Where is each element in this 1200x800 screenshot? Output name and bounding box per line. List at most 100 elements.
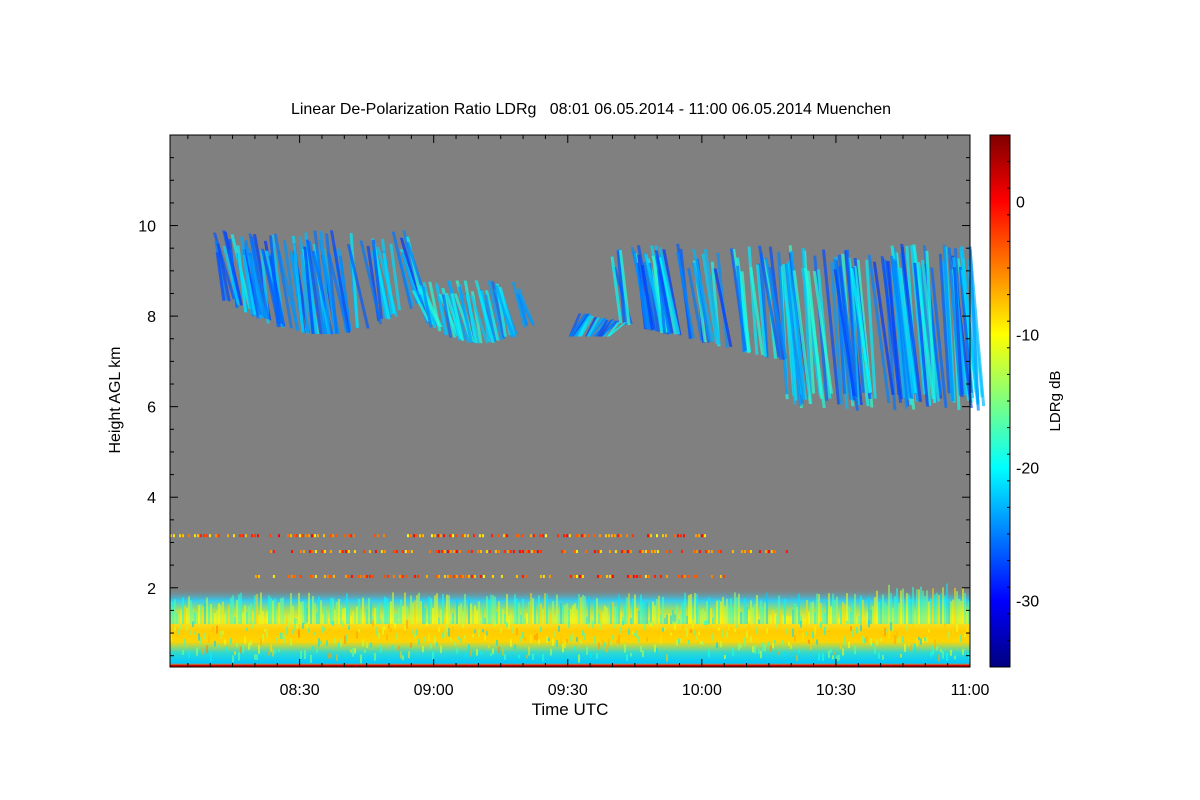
x-tick-label: 08:30 — [280, 682, 320, 699]
boundary-layer-column — [492, 595, 494, 624]
boundary-layer-column — [810, 602, 812, 624]
x-tick-label: 09:30 — [548, 682, 588, 699]
aerosol-dot — [473, 574, 476, 578]
boundary-layer-speckle — [254, 654, 256, 660]
boundary-layer-speckle — [744, 637, 746, 647]
boundary-layer-column — [838, 618, 840, 624]
boundary-layer-speckle — [778, 651, 780, 655]
boundary-layer-speckle — [868, 619, 870, 628]
aerosol-dot — [395, 550, 398, 554]
boundary-layer-column — [726, 598, 728, 624]
boundary-layer-column — [830, 606, 832, 624]
boundary-layer-column — [514, 594, 516, 624]
boundary-layer-column — [546, 593, 548, 624]
boundary-layer-speckle — [406, 619, 408, 629]
boundary-layer-speckle — [572, 633, 574, 642]
cirrus-streak — [749, 267, 765, 356]
boundary-layer-speckle — [200, 637, 202, 645]
boundary-layer-speckle — [724, 655, 726, 659]
boundary-layer-column — [848, 606, 850, 624]
boundary-layer-speckle — [358, 628, 360, 633]
aerosol-dot — [407, 550, 410, 554]
boundary-layer-column — [208, 606, 210, 624]
aerosol-dot — [479, 550, 482, 554]
boundary-layer-column — [500, 608, 502, 624]
boundary-layer-speckle — [486, 631, 488, 636]
boundary-layer-speckle — [512, 626, 514, 634]
boundary-layer-column — [476, 610, 478, 624]
boundary-layer-column — [900, 590, 902, 624]
aerosol-dot — [416, 574, 419, 578]
boundary-layer-speckle — [436, 642, 438, 647]
boundary-layer-speckle — [594, 635, 596, 645]
cirrus-streak — [896, 267, 915, 395]
boundary-layer-column — [812, 601, 814, 624]
boundary-layer-speckle — [230, 638, 232, 645]
aerosol-dot — [332, 574, 335, 578]
boundary-layer-speckle — [820, 622, 822, 629]
aerosol-dot — [605, 574, 608, 578]
aerosol-dot — [464, 534, 466, 538]
cirrus-streak — [319, 230, 331, 334]
boundary-layer-speckle — [336, 654, 338, 661]
boundary-layer-speckle — [226, 646, 228, 652]
cirrus-streak — [381, 238, 394, 315]
boundary-layer-column — [924, 595, 926, 624]
boundary-layer-column — [550, 613, 552, 624]
boundary-layer-speckle — [312, 646, 314, 651]
boundary-layer-speckle — [364, 649, 366, 654]
aerosol-dot — [665, 550, 668, 554]
boundary-layer-speckle — [228, 630, 230, 637]
boundary-layer-column — [816, 593, 818, 624]
aerosol-dot — [479, 574, 482, 578]
boundary-layer-column — [590, 619, 592, 624]
boundary-layer-column — [398, 607, 400, 624]
boundary-layer-speckle — [350, 649, 352, 653]
aerosol-dot — [173, 534, 175, 538]
boundary-layer-speckle — [886, 628, 888, 633]
aerosol-dot — [197, 534, 199, 538]
aerosol-dot — [533, 534, 535, 538]
boundary-layer-column — [420, 601, 422, 624]
boundary-layer-speckle — [304, 650, 306, 660]
boundary-layer-speckle — [666, 654, 668, 662]
boundary-layer-column — [388, 602, 390, 624]
cirrus-streak — [596, 319, 609, 337]
cirrus-streak — [606, 322, 628, 337]
boundary-layer-column — [766, 592, 768, 624]
cirrus-streak — [812, 271, 834, 394]
boundary-layer-column — [508, 615, 510, 624]
aerosol-dot — [209, 534, 211, 538]
aerosol-dot — [677, 574, 680, 578]
boundary-layer-speckle — [180, 624, 182, 630]
boundary-layer-column — [390, 601, 392, 624]
boundary-layer-column — [706, 601, 708, 624]
boundary-layer-speckle — [462, 623, 464, 628]
boundary-layer-speckle — [490, 653, 492, 657]
boundary-layer-column — [220, 605, 222, 624]
boundary-layer-column — [358, 598, 360, 624]
boundary-layer-column — [930, 598, 932, 624]
boundary-layer-column — [774, 613, 776, 624]
boundary-layer-speckle — [620, 626, 622, 634]
boundary-layer-speckle — [642, 650, 644, 657]
boundary-layer-speckle — [836, 655, 838, 662]
cirrus-streak — [606, 322, 621, 337]
boundary-layer-column — [176, 613, 178, 624]
boundary-layer-column — [800, 615, 802, 624]
boundary-layer-speckle — [266, 629, 268, 638]
boundary-layer-speckle — [640, 646, 642, 653]
boundary-layer-speckle — [940, 648, 942, 653]
aerosol-dot — [374, 550, 377, 554]
aerosol-dot — [293, 574, 296, 578]
boundary-layer-column — [478, 601, 480, 624]
boundary-layer-column — [456, 600, 458, 624]
boundary-layer-column — [480, 618, 482, 624]
aerosol-dot — [653, 574, 656, 578]
aerosol-dot — [311, 534, 313, 538]
aerosol-dot — [392, 550, 395, 554]
cirrus-streak — [710, 261, 721, 347]
boundary-layer-speckle — [342, 620, 344, 627]
aerosol-dot — [365, 574, 368, 578]
aerosol-dot — [530, 534, 532, 538]
